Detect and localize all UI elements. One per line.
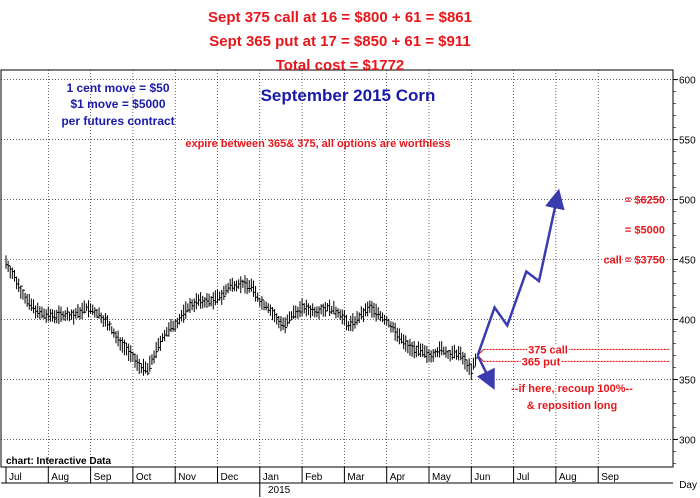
month-label: Apr <box>390 472 406 483</box>
month-label: Jul <box>517 472 530 483</box>
month-label: Jun <box>474 472 490 483</box>
recoup-note-1: --if here, recoup 100%-- <box>511 383 633 395</box>
price-series <box>5 255 478 381</box>
payoff-label: = $6250 <box>625 195 665 207</box>
call-label: 375 call <box>528 344 568 356</box>
label-mask <box>520 356 562 369</box>
month-label: Jan <box>263 472 279 483</box>
month-label: Sep <box>601 472 619 483</box>
y-axis: 300 350 400 450 500 550 600 <box>673 76 696 464</box>
scenario-down-arrow <box>476 354 495 390</box>
y-tick-label: 550 <box>679 136 696 147</box>
recoup-note-2: & reposition long <box>527 400 617 412</box>
x-axis: Jul Aug Sep Oct Nov Dec Jan Feb Mar Apr May Jun Jul A… <box>1 467 673 497</box>
month-label: Dec <box>221 472 239 483</box>
note-per-contract: per futures contract <box>61 114 174 128</box>
payoff-labels: = $6250 = $5000 call = $3750 <box>604 195 665 267</box>
month-label: Mar <box>347 472 365 483</box>
month-label: Jul <box>9 472 22 483</box>
payoff-label: = $5000 <box>625 225 665 237</box>
scenario-up-arrow <box>476 188 565 356</box>
year-label: 2015 <box>268 485 291 496</box>
source-credit: chart: Interactive Data <box>6 456 111 467</box>
month-label: May <box>432 472 451 483</box>
note-dollar-move: $1 move = $5000 <box>70 97 165 111</box>
grid-lines <box>1 70 673 467</box>
month-label: Aug <box>559 472 577 483</box>
y-tick-label: 500 <box>679 196 696 207</box>
header-line-3: Total cost = $1772 <box>276 57 405 74</box>
y-tick-label: 450 <box>679 256 696 267</box>
put-label: 365 put <box>522 356 561 368</box>
month-label: Sep <box>94 472 112 483</box>
month-label: Aug <box>51 472 69 483</box>
y-tick-label: 600 <box>679 76 696 87</box>
month-label: Nov <box>178 472 196 483</box>
month-label: Feb <box>305 472 323 483</box>
plot-area <box>0 69 674 468</box>
label-mask <box>527 344 569 357</box>
header-line-2: Sept 365 put at 17 = $850 + 61 = $911 <box>209 33 470 50</box>
note-cent-move: 1 cent move = $50 <box>66 81 169 95</box>
note-expire: expire between 365& 375, all options are… <box>185 138 450 150</box>
chart-title: September 2015 Corn <box>261 86 436 105</box>
day-label: Day <box>679 480 697 491</box>
payoff-label: call = $3750 <box>604 255 665 267</box>
y-tick-label: 400 <box>679 315 696 326</box>
y-tick-label: 350 <box>679 375 696 386</box>
scenario-arrows <box>476 188 565 390</box>
header-line-1: Sept 375 call at 16 = $800 + 61 = $861 <box>208 9 472 26</box>
month-label: Oct <box>136 472 152 483</box>
y-tick-label: 300 <box>679 435 696 446</box>
